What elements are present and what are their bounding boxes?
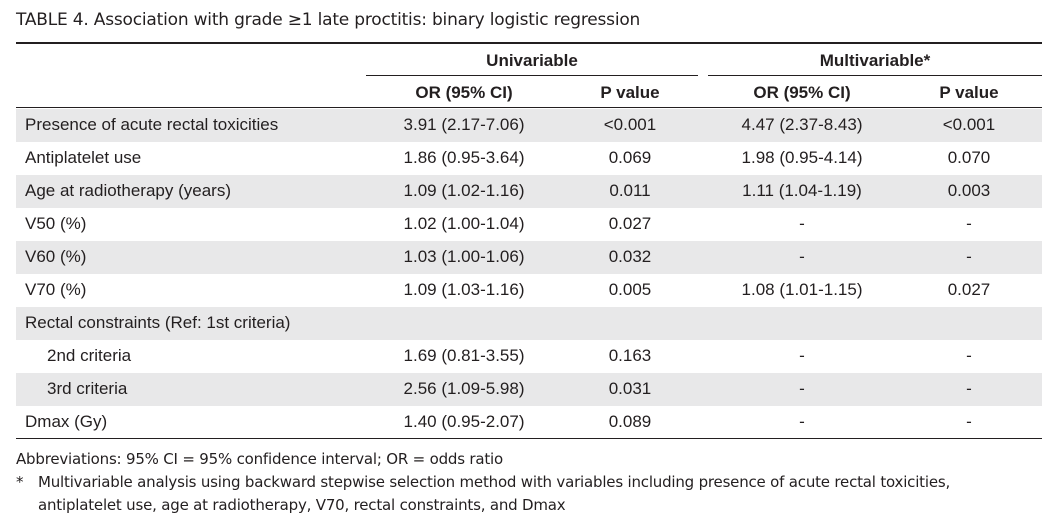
table-title: TABLE 4. Association with grade ≥1 late …: [16, 10, 641, 30]
cell-p-multivariable: 0.070: [947, 148, 991, 167]
cell-or-univariable: 1.02 (1.00-1.04): [403, 214, 525, 233]
multivariable-footnote-line-1: Multivariable analysis using backward st…: [38, 473, 951, 491]
cell-p-univariable: 0.005: [608, 280, 652, 299]
row-label: V60 (%): [25, 247, 87, 266]
row-label: V50 (%): [25, 214, 87, 233]
cell-p-multivariable: <0.001: [942, 115, 996, 134]
cell-or-multivariable: 1.98 (0.95-4.14): [741, 148, 863, 167]
cell-or-univariable: 1.40 (0.95-2.07): [403, 412, 525, 431]
group-header-univariable: Univariable: [486, 51, 578, 70]
row-label: 3rd criteria: [47, 379, 128, 398]
table-row-shading: [16, 373, 1042, 406]
col-header-p-multivariable: P value: [939, 83, 999, 102]
cell-p-univariable: <0.001: [603, 115, 657, 134]
cell-or-univariable: 3.91 (2.17-7.06): [403, 115, 525, 134]
row-label: Dmax (Gy): [25, 412, 108, 431]
cell-p-multivariable: -: [966, 412, 972, 431]
row-label: V70 (%): [25, 280, 87, 299]
cell-p-multivariable: 0.003: [947, 181, 991, 200]
cell-or-univariable: 1.69 (0.81-3.55): [403, 346, 525, 365]
row-label: Presence of acute rectal toxicities: [25, 115, 279, 134]
cell-p-univariable: 0.163: [608, 346, 652, 365]
cell-p-univariable: 0.011: [609, 181, 651, 200]
header-rule: [16, 107, 1042, 108]
multivariable-underline: [708, 75, 1042, 76]
group-header-multivariable: Multivariable*: [819, 51, 931, 70]
cell-or-multivariable: -: [799, 247, 805, 266]
cell-or-univariable: 1.09 (1.03-1.16): [403, 280, 525, 299]
table-row-shading: [16, 109, 1042, 142]
cell-or-multivariable: 1.08 (1.01-1.15): [741, 280, 863, 299]
multivariable-footnote-line-2: antiplatelet use, age at radiotherapy, V…: [38, 496, 566, 514]
table-row-shading: [16, 175, 1042, 208]
col-header-p-univariable: P value: [600, 83, 660, 102]
cell-or-multivariable: -: [799, 214, 805, 233]
cell-p-univariable: 0.069: [608, 148, 652, 167]
footnote-marker: *: [16, 473, 24, 491]
top-rule: [16, 42, 1042, 44]
col-header-or-multivariable: OR (95% CI): [753, 83, 851, 102]
col-header-or-univariable: OR (95% CI): [415, 83, 513, 102]
cell-p-univariable: 0.027: [608, 214, 652, 233]
cell-or-univariable: 2.56 (1.09-5.98): [403, 379, 525, 398]
row-label: Age at radiotherapy (years): [25, 181, 231, 200]
table-row-shading: [16, 241, 1042, 274]
cell-or-univariable: 1.86 (0.95-3.64): [403, 148, 525, 167]
cell-or-univariable: 1.09 (1.02-1.16): [403, 181, 525, 200]
bottom-rule: [16, 438, 1042, 439]
cell-or-univariable: 1.03 (1.00-1.06): [403, 247, 525, 266]
cell-p-multivariable: -: [966, 379, 972, 398]
cell-or-multivariable: 4.47 (2.37-8.43): [741, 115, 863, 134]
cell-p-multivariable: -: [966, 214, 972, 233]
cell-p-multivariable: -: [966, 247, 972, 266]
row-label: Antiplatelet use: [25, 148, 142, 167]
cell-p-multivariable: -: [966, 346, 972, 365]
table-row-shading: [16, 307, 1042, 340]
cell-or-multivariable: 1.11 (1.04-1.19): [742, 181, 862, 200]
row-label: Rectal constraints (Ref: 1st criteria): [25, 313, 291, 332]
cell-or-multivariable: -: [799, 379, 805, 398]
univariable-underline: [366, 75, 698, 76]
cell-p-univariable: 0.031: [608, 379, 652, 398]
cell-p-multivariable: 0.027: [947, 280, 991, 299]
abbreviations-note: Abbreviations: 95% CI = 95% confidence i…: [16, 450, 504, 468]
row-label: 2nd criteria: [47, 346, 132, 365]
cell-or-multivariable: -: [799, 346, 805, 365]
cell-or-multivariable: -: [799, 412, 805, 431]
cell-p-univariable: 0.032: [608, 247, 652, 266]
cell-p-univariable: 0.089: [608, 412, 652, 431]
